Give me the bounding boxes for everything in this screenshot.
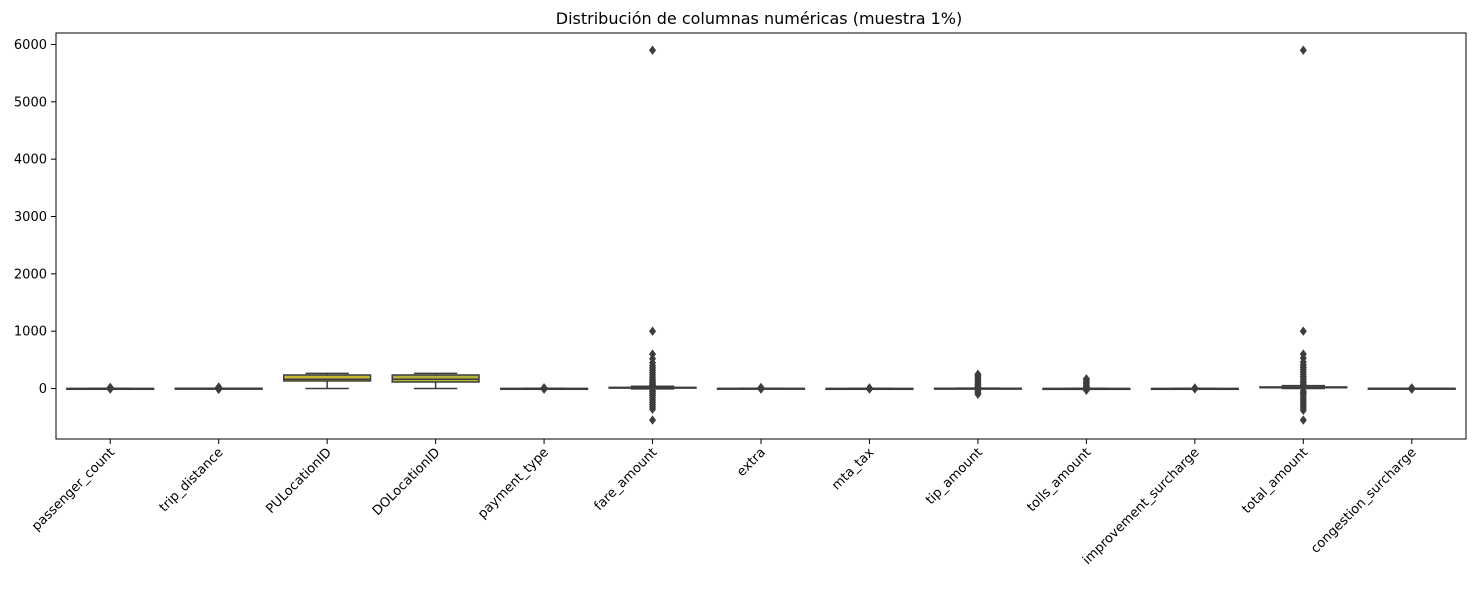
x-tick-label: mta_tax: [829, 445, 877, 493]
y-tick-label: 2000: [14, 267, 47, 282]
x-tick-label: DOLocationID: [370, 445, 444, 519]
box-payment_type: [499, 383, 589, 394]
outlier-point: [1299, 326, 1307, 336]
outlier-point: [1191, 383, 1199, 393]
outlier-point: [1299, 349, 1307, 359]
box-tip_amount: [933, 369, 1023, 399]
y-tick-label: 0: [39, 382, 47, 397]
outlier-point: [974, 369, 982, 379]
box-improvement_surcharge: [1150, 383, 1239, 394]
outlier-point: [1299, 415, 1307, 425]
x-tick-label: PULocationID: [263, 445, 335, 517]
outlier-point: [540, 383, 548, 393]
x-tick-label: trip_distance: [157, 445, 227, 515]
outlier-point: [649, 415, 657, 425]
outlier-point: [1082, 374, 1090, 384]
x-axis: passenger_count trip_distance PULocationID…: [29, 439, 1420, 568]
x-tick-label: passenger_count: [29, 445, 118, 534]
plot-frame: [55, 32, 1467, 440]
box-fare_amount: [608, 45, 697, 425]
box-congestion_surcharge: [1367, 383, 1456, 394]
chart-title: Distribución de columnas numéricas (mues…: [556, 9, 962, 28]
outlier-point: [1299, 45, 1307, 55]
box-PULocationID: [283, 372, 372, 390]
box-passenger_count: [66, 382, 155, 394]
box-total_amount: [1259, 45, 1348, 425]
y-tick-label: 3000: [14, 210, 47, 225]
outlier-point: [1299, 386, 1307, 396]
box-tolls_amount: [1042, 374, 1131, 395]
outlier-point: [106, 382, 114, 393]
outlier-point: [215, 382, 223, 392]
outlier-point: [649, 349, 657, 359]
box-body: [283, 374, 372, 382]
outlier-point: [1408, 383, 1416, 393]
x-tick-label: improvement_surcharge: [1080, 445, 1203, 568]
outlier-point: [865, 383, 873, 393]
x-tick-label: tip_amount: [923, 445, 986, 508]
y-tick-label: 5000: [14, 95, 47, 110]
x-tick-label: tolls_amount: [1024, 445, 1094, 515]
x-tick-label: congestion_surcharge: [1308, 445, 1419, 556]
box-mta_tax: [825, 383, 914, 394]
outlier-point: [649, 326, 657, 336]
box-DOLocationID: [391, 372, 480, 390]
x-tick-label: fare_amount: [592, 445, 661, 514]
y-tick-label: 4000: [14, 153, 47, 168]
x-tick-label: payment_type: [475, 445, 552, 522]
x-tick-label: extra: [734, 445, 769, 480]
y-axis: 0 1000 2000 3000 4000 5000 6000: [14, 38, 56, 397]
plot-area: [66, 45, 1456, 425]
outlier-point: [649, 45, 657, 55]
box-extra: [716, 382, 806, 394]
y-tick-label: 6000: [14, 38, 47, 53]
x-tick-label: total_amount: [1239, 445, 1311, 517]
y-tick-label: 1000: [14, 325, 47, 340]
outlier-point: [649, 386, 657, 396]
outlier-point: [757, 382, 765, 393]
box-trip_distance: [174, 382, 263, 395]
